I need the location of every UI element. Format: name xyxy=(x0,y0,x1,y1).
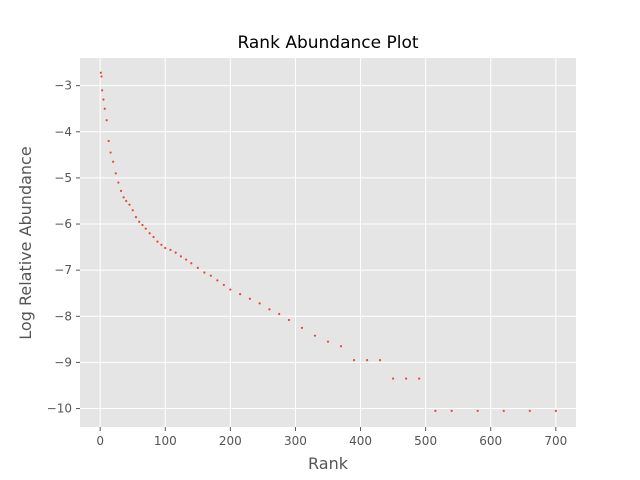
data-point xyxy=(148,232,151,235)
data-point xyxy=(141,223,144,227)
y-tick-label: −10 xyxy=(47,402,72,416)
data-point xyxy=(391,377,395,380)
data-point xyxy=(405,377,408,380)
data-point xyxy=(107,139,110,143)
data-point xyxy=(196,266,199,269)
data-point xyxy=(239,293,242,296)
x-tick-label: 700 xyxy=(544,434,567,448)
data-point xyxy=(179,255,182,258)
x-tick-label: 200 xyxy=(219,434,242,448)
data-point xyxy=(103,107,106,110)
x-tick-label: 600 xyxy=(479,434,502,448)
data-point xyxy=(450,409,453,412)
data-point xyxy=(190,262,193,265)
x-tick-label: 100 xyxy=(154,434,177,448)
data-point xyxy=(378,359,382,362)
data-point xyxy=(326,340,330,343)
data-point xyxy=(164,246,167,250)
y-tick-label: −8 xyxy=(54,309,72,323)
data-point xyxy=(134,216,138,219)
chart-title: Rank Abundance Plot xyxy=(237,33,418,53)
data-point xyxy=(117,181,120,184)
data-point xyxy=(122,196,125,199)
data-point xyxy=(313,334,317,337)
data-point xyxy=(109,151,112,154)
data-point xyxy=(352,359,356,362)
data-point xyxy=(169,248,172,251)
y-axis-ticks: −3 −4 −5 −6 −7 −8 −9 −10 xyxy=(47,79,80,416)
data-point xyxy=(434,409,437,412)
x-tick-label: 400 xyxy=(349,434,372,448)
y-tick-label: −4 xyxy=(54,125,72,139)
data-point xyxy=(554,409,557,412)
data-point xyxy=(156,240,159,243)
data-point xyxy=(174,251,177,254)
grid-lines xyxy=(80,58,576,427)
data-point xyxy=(528,409,531,412)
x-tick-label: 500 xyxy=(414,434,437,448)
x-axis-ticks: 0 100 200 300 400 500 600 700 xyxy=(96,427,567,448)
data-point xyxy=(184,258,188,261)
data-point xyxy=(248,297,251,300)
data-point xyxy=(268,308,271,311)
data-point xyxy=(144,227,147,230)
data-point xyxy=(278,312,281,316)
y-tick-label: −3 xyxy=(54,79,72,93)
data-point xyxy=(300,326,304,329)
data-point xyxy=(99,71,102,74)
data-point xyxy=(101,89,104,92)
data-point xyxy=(138,220,141,223)
data-point xyxy=(112,160,115,163)
data-point xyxy=(102,98,105,101)
data-point xyxy=(125,199,128,203)
data-point xyxy=(418,377,421,380)
data-point xyxy=(209,274,212,277)
x-tick-label: 300 xyxy=(284,434,307,448)
y-tick-label: −9 xyxy=(54,355,72,369)
data-point xyxy=(203,271,206,274)
data-point xyxy=(152,235,155,239)
data-point xyxy=(100,75,103,78)
data-point xyxy=(160,243,163,246)
data-points xyxy=(99,71,557,412)
data-point xyxy=(105,119,108,122)
data-point xyxy=(476,409,479,412)
data-point xyxy=(287,318,291,322)
plot-area xyxy=(80,58,576,427)
x-tick-label: 0 xyxy=(96,434,104,448)
data-point xyxy=(114,172,117,175)
data-point xyxy=(229,288,232,291)
data-point xyxy=(119,189,123,192)
data-point xyxy=(128,203,131,206)
x-axis-label: Rank xyxy=(308,454,349,473)
data-point xyxy=(502,409,505,412)
data-point xyxy=(365,359,369,362)
data-point xyxy=(216,279,219,282)
data-point xyxy=(339,345,343,348)
y-tick-label: −6 xyxy=(54,217,72,231)
y-axis-label: Log Relative Abundance xyxy=(16,146,35,339)
data-point xyxy=(258,302,261,305)
y-tick-label: −5 xyxy=(54,171,72,185)
y-tick-label: −7 xyxy=(54,263,72,277)
data-point xyxy=(222,283,225,287)
data-point xyxy=(131,209,134,212)
